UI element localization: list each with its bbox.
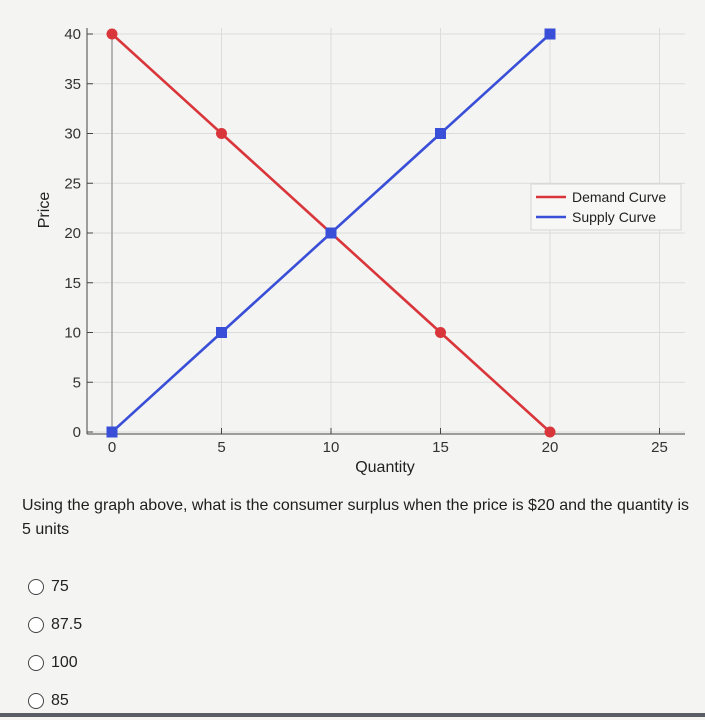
- chart-area: 0 5 10 15 20 25 30 35 40 0 5 10 15 20 25 Quantity Price …: [36, 26, 685, 476]
- x-tick-label: 20: [542, 439, 559, 456]
- option-label: 100: [51, 654, 78, 671]
- y-tick-label: 20: [64, 225, 81, 242]
- question-text: Using the graph above, what is the consu…: [22, 497, 690, 538]
- y-tick-label: 40: [64, 26, 81, 43]
- supply-point: [106, 426, 118, 438]
- x-tick-label: 5: [217, 439, 225, 456]
- demand-point: [544, 426, 556, 438]
- x-tick-label: 0: [108, 439, 116, 456]
- option-label: 85: [51, 692, 69, 709]
- answer-options: 75 87.5 100 85: [28, 568, 82, 720]
- option-label: 75: [51, 578, 69, 595]
- y-tick-label: 15: [64, 275, 81, 292]
- demand-point: [435, 327, 446, 338]
- y-tick-label: 35: [64, 76, 81, 93]
- option-75[interactable]: 75: [28, 568, 82, 606]
- x-tick-label: 10: [323, 439, 340, 456]
- y-tick-label: 30: [64, 126, 81, 143]
- demand-point: [106, 28, 118, 40]
- supply-point: [435, 128, 446, 139]
- radio-button[interactable]: [28, 579, 44, 595]
- bottom-bar: [0, 713, 705, 717]
- supply-point: [325, 227, 337, 239]
- x-axis-title: Quantity: [355, 459, 415, 476]
- legend-label: Demand Curve: [572, 189, 666, 205]
- y-axis-title: Price: [36, 192, 53, 229]
- y-tick-label: 10: [64, 325, 81, 342]
- option-label: 87.5: [51, 616, 83, 633]
- radio-button[interactable]: [28, 693, 44, 709]
- supply-point: [544, 28, 556, 40]
- radio-button[interactable]: [28, 617, 44, 633]
- legend-box: [530, 183, 682, 231]
- supply-point: [216, 327, 227, 338]
- legend-label: Supply Curve: [572, 209, 656, 225]
- y-tick-label: 0: [73, 424, 81, 441]
- y-tick-label: 25: [64, 175, 81, 192]
- option-100[interactable]: 100: [28, 644, 82, 682]
- x-tick-label: 15: [432, 439, 449, 456]
- y-tick-label: 5: [73, 374, 81, 391]
- demand-point: [216, 128, 227, 139]
- x-tick-label: 25: [651, 439, 668, 456]
- option-85[interactable]: 85: [28, 682, 82, 720]
- option-87-5[interactable]: 87.5: [28, 606, 82, 644]
- radio-button[interactable]: [28, 655, 44, 671]
